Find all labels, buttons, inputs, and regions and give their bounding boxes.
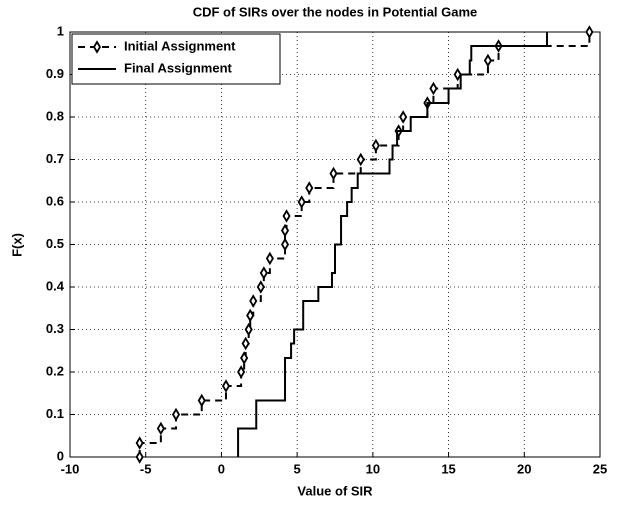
y-tick-label: 1: [57, 23, 64, 38]
marker: [265, 251, 274, 266]
y-tick-label: 0.2: [46, 363, 64, 378]
marker: [237, 365, 246, 379]
marker: [156, 421, 165, 436]
marker: [297, 195, 306, 209]
y-tick-label: 0.8: [46, 108, 64, 123]
marker: [197, 393, 206, 408]
marker: [429, 81, 438, 96]
marker: [256, 280, 265, 294]
x-tick-label: 25: [593, 461, 607, 476]
marker: [249, 294, 258, 308]
y-tick-label: 0.3: [46, 321, 64, 336]
marker: [280, 237, 290, 252]
series-line: [237, 32, 548, 457]
marker: [356, 152, 365, 167]
y-tick-label: 0.1: [46, 406, 64, 421]
marker: [135, 436, 144, 450]
marker: [240, 351, 249, 365]
x-tick-label: -5: [140, 461, 152, 476]
marker: [171, 407, 181, 422]
y-tick-label: 0.4: [46, 278, 65, 293]
marker: [399, 110, 408, 124]
x-tick-label: -10: [61, 461, 80, 476]
y-axis-label: F(x): [9, 233, 24, 257]
marker: [371, 138, 380, 153]
marker: [453, 67, 462, 82]
plot-frame: [69, 31, 601, 458]
x-tick-label: 15: [441, 461, 455, 476]
marker: [246, 308, 255, 323]
y-tick-label: 0.6: [46, 193, 64, 208]
x-axis-label: Value of SIR: [297, 483, 373, 498]
chart-title: CDF of SIRs over the nodes in Potential …: [193, 4, 478, 19]
y-tick-label: 0.7: [46, 151, 64, 166]
marker: [280, 223, 290, 238]
legend-label: Final Assignment: [124, 60, 233, 75]
marker: [259, 266, 268, 280]
x-tick-label: 20: [517, 461, 531, 476]
legend-label: Initial Assignment: [124, 38, 236, 53]
marker: [329, 166, 338, 181]
marker: [305, 181, 314, 195]
marker: [282, 209, 291, 223]
legend-box: [71, 33, 281, 85]
y-tick-label: 0: [57, 448, 64, 463]
x-tick-label: 5: [294, 461, 301, 476]
marker: [135, 450, 144, 464]
x-tick-label: 10: [366, 461, 380, 476]
marker: [585, 25, 594, 39]
marker: [244, 322, 253, 337]
marker: [241, 336, 250, 351]
marker: [483, 53, 492, 68]
legend-marker: [92, 40, 102, 54]
marker: [221, 379, 231, 393]
x-tick-label: 0: [218, 461, 225, 476]
y-tick-label: 0.9: [46, 66, 64, 81]
y-tick-label: 0.5: [46, 236, 64, 251]
